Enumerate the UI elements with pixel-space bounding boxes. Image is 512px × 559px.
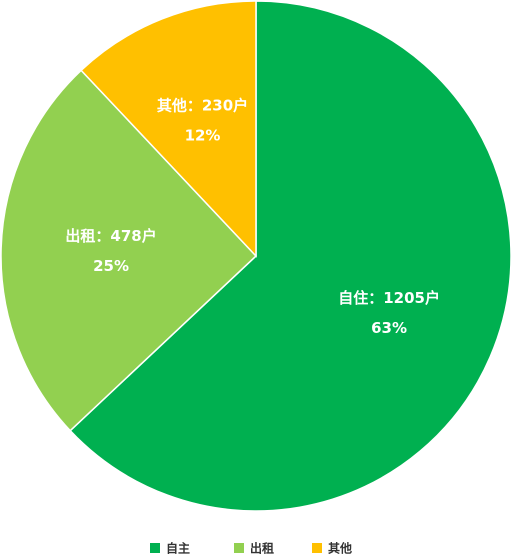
slice-label: 自住：1205户 xyxy=(338,289,440,307)
legend-swatch xyxy=(234,543,244,553)
legend-label: 出租 xyxy=(250,541,274,556)
slice-percent: 12% xyxy=(185,127,221,145)
slice-percent: 25% xyxy=(93,257,129,275)
legend-swatch xyxy=(150,543,160,553)
pie-slice xyxy=(80,0,257,258)
pie-slice xyxy=(0,69,258,432)
legend-swatch xyxy=(312,543,322,553)
pie-slice xyxy=(69,0,512,512)
slice-label: 其他：230户 xyxy=(157,97,248,115)
legend-label: 自主 xyxy=(166,541,190,556)
slice-label: 出租：478户 xyxy=(65,227,156,245)
legend-label: 其他 xyxy=(328,541,352,556)
slice-percent: 63% xyxy=(371,319,407,337)
